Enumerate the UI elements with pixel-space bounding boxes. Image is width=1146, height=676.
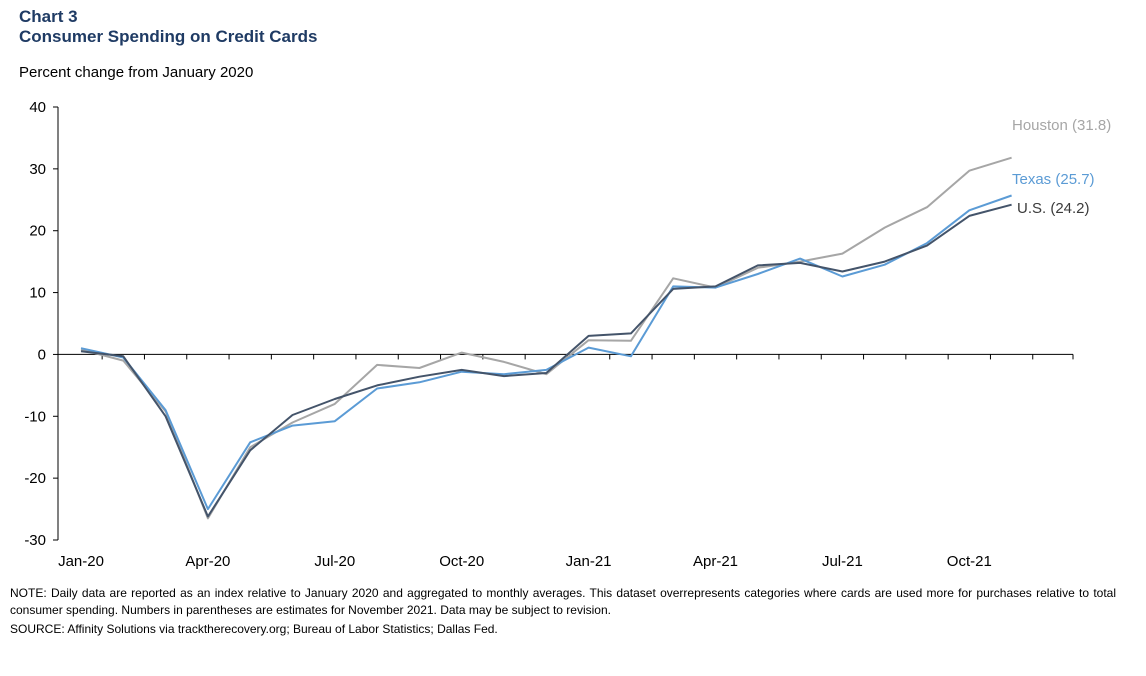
source-note: SOURCE: Affinity Solutions via trackther… bbox=[10, 622, 498, 636]
y-tick-label: -10 bbox=[24, 408, 46, 425]
y-tick-label: -30 bbox=[24, 532, 46, 549]
y-tick-label: 30 bbox=[29, 161, 46, 178]
x-tick-label: Oct-21 bbox=[947, 553, 992, 570]
x-tick-label: Oct-20 bbox=[439, 553, 484, 570]
chart-subtitle: Percent change from January 2020 bbox=[19, 64, 254, 81]
x-tick-label: Jul-20 bbox=[314, 553, 355, 570]
y-tick-label: 10 bbox=[29, 285, 46, 302]
x-tick-label: Jul-21 bbox=[822, 553, 863, 570]
x-tick-label: Apr-20 bbox=[185, 553, 230, 570]
x-tick-label: Apr-21 bbox=[693, 553, 738, 570]
chart-number: Chart 3 bbox=[19, 7, 78, 26]
y-tick-label: -20 bbox=[24, 470, 46, 487]
series-label-u-s: U.S. (24.2) bbox=[1017, 200, 1090, 217]
series-label-texas: Texas (25.7) bbox=[1012, 171, 1095, 188]
line-chart: 40 30 20 10 0 -10 -20 -30 Jan-20 Apr-20 Jul-20 Oct-… bbox=[24, 99, 1111, 570]
series-line-texas bbox=[80, 194, 1012, 511]
series-line-u-s bbox=[80, 203, 1012, 518]
series-label-houston: Houston (31.8) bbox=[1012, 117, 1111, 134]
x-tick-label: Jan-20 bbox=[58, 553, 104, 570]
x-tick-label: Jan-21 bbox=[566, 553, 612, 570]
y-tick-label: 20 bbox=[29, 223, 46, 240]
chart-title: Consumer Spending on Credit Cards bbox=[19, 27, 318, 46]
footnote: NOTE: Daily data are reported as an inde… bbox=[10, 586, 1116, 617]
series-line-houston bbox=[80, 156, 1012, 520]
y-tick-label: 0 bbox=[38, 346, 46, 363]
y-tick-label: 40 bbox=[29, 99, 46, 116]
